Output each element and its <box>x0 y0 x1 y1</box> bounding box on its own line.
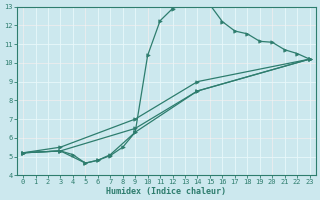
X-axis label: Humidex (Indice chaleur): Humidex (Indice chaleur) <box>106 187 226 196</box>
